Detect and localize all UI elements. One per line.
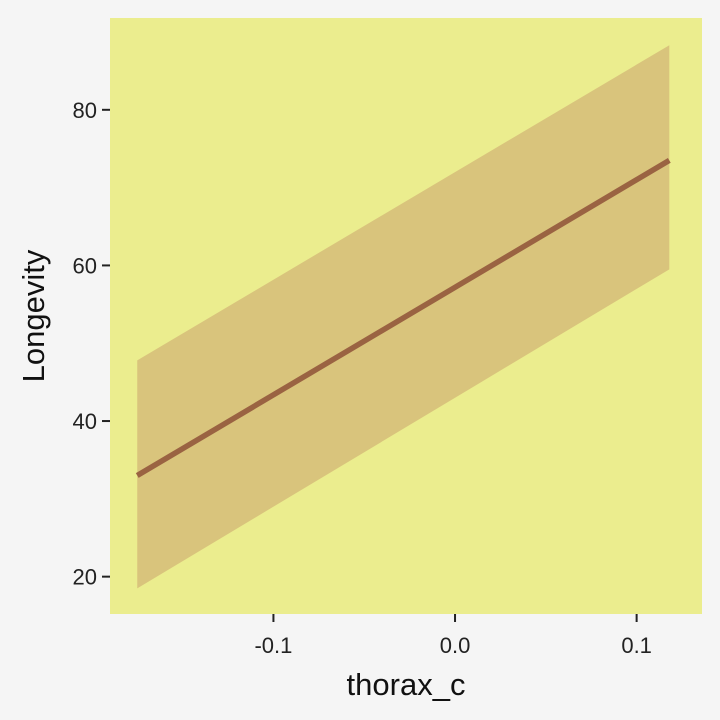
y-tick-label: 40 (73, 409, 97, 434)
regression-line (135, 158, 671, 478)
plot-marks (135, 45, 671, 589)
y-tick-label: 60 (73, 253, 97, 278)
x-tick-label: -0.1 (254, 633, 292, 658)
x-axis-title: thorax_c (347, 667, 466, 702)
x-tick-label: 0.0 (440, 633, 471, 658)
x-axis: -0.1 0.0 0.1 (254, 614, 652, 658)
x-tick-label: 0.1 (621, 633, 652, 658)
y-tick-label: 80 (73, 98, 97, 123)
y-axis-title: Longevity (16, 249, 51, 382)
y-axis: 20 40 60 80 (73, 98, 110, 590)
y-tick-label: 20 (73, 565, 97, 590)
